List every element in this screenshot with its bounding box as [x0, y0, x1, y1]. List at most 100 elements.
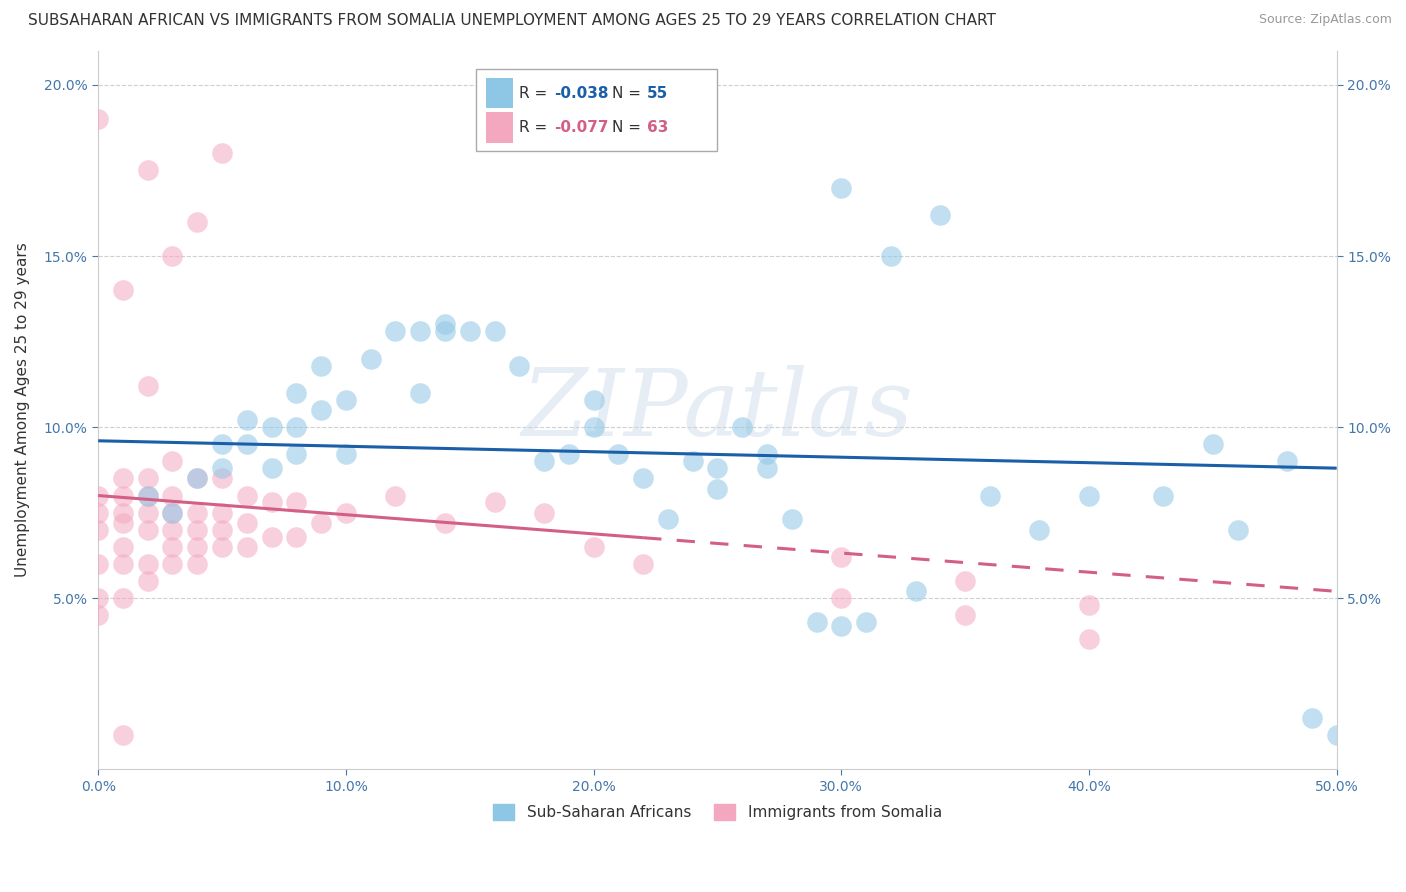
- Point: [929, 208, 952, 222]
- Point: [309, 403, 332, 417]
- Point: [111, 489, 134, 503]
- Point: [211, 523, 233, 537]
- Point: [136, 163, 159, 178]
- Point: [285, 420, 308, 434]
- Point: [1028, 523, 1050, 537]
- Point: [1202, 437, 1225, 451]
- Point: [87, 489, 110, 503]
- Point: [855, 615, 877, 629]
- Point: [136, 489, 159, 503]
- Point: [309, 516, 332, 530]
- Point: [136, 379, 159, 393]
- Point: [87, 523, 110, 537]
- Text: 55: 55: [647, 86, 668, 101]
- Point: [780, 512, 803, 526]
- Text: ZIPatlas: ZIPatlas: [522, 365, 914, 455]
- Point: [880, 249, 903, 263]
- Point: [186, 471, 208, 485]
- Point: [211, 461, 233, 475]
- Point: [631, 471, 654, 485]
- Point: [433, 324, 456, 338]
- Point: [731, 420, 754, 434]
- Point: [335, 448, 357, 462]
- Point: [533, 454, 555, 468]
- Point: [484, 495, 506, 509]
- Y-axis label: Unemployment Among Ages 25 to 29 years: Unemployment Among Ages 25 to 29 years: [15, 243, 30, 577]
- Point: [111, 728, 134, 742]
- Point: [236, 413, 259, 427]
- Point: [335, 392, 357, 407]
- Point: [1078, 632, 1101, 647]
- Point: [211, 506, 233, 520]
- Point: [904, 584, 927, 599]
- Point: [558, 448, 581, 462]
- Text: -0.077: -0.077: [554, 120, 609, 135]
- Point: [384, 489, 406, 503]
- Point: [162, 506, 184, 520]
- Point: [211, 146, 233, 161]
- Point: [409, 385, 432, 400]
- Point: [285, 385, 308, 400]
- Point: [186, 523, 208, 537]
- Point: [484, 324, 506, 338]
- Text: -0.038: -0.038: [554, 86, 609, 101]
- Legend: Sub-Saharan Africans, Immigrants from Somalia: Sub-Saharan Africans, Immigrants from So…: [486, 798, 948, 826]
- Point: [706, 482, 728, 496]
- Point: [136, 506, 159, 520]
- Point: [458, 324, 481, 338]
- Point: [136, 523, 159, 537]
- Point: [1078, 598, 1101, 612]
- Point: [87, 557, 110, 571]
- Point: [682, 454, 704, 468]
- Point: [186, 471, 208, 485]
- Text: R =: R =: [519, 120, 553, 135]
- Point: [260, 530, 283, 544]
- Point: [162, 454, 184, 468]
- Point: [1152, 489, 1174, 503]
- Point: [111, 283, 134, 297]
- Point: [657, 512, 679, 526]
- Point: [830, 591, 852, 606]
- Point: [111, 540, 134, 554]
- Point: [162, 523, 184, 537]
- Point: [211, 540, 233, 554]
- Point: [830, 180, 852, 194]
- Point: [260, 495, 283, 509]
- Point: [830, 550, 852, 565]
- Point: [87, 591, 110, 606]
- Point: [236, 437, 259, 451]
- Point: [111, 591, 134, 606]
- Point: [806, 615, 828, 629]
- Point: [211, 437, 233, 451]
- Point: [260, 420, 283, 434]
- Text: 63: 63: [647, 120, 668, 135]
- Point: [309, 359, 332, 373]
- Point: [136, 489, 159, 503]
- Point: [953, 608, 976, 623]
- Point: [360, 351, 382, 366]
- Point: [162, 540, 184, 554]
- Point: [582, 392, 605, 407]
- FancyBboxPatch shape: [477, 69, 717, 152]
- Point: [162, 249, 184, 263]
- Point: [211, 471, 233, 485]
- Point: [582, 420, 605, 434]
- Point: [285, 448, 308, 462]
- Point: [508, 359, 530, 373]
- Text: N =: N =: [612, 120, 645, 135]
- Point: [1301, 711, 1323, 725]
- Point: [136, 471, 159, 485]
- Point: [87, 112, 110, 127]
- Point: [433, 318, 456, 332]
- Point: [1226, 523, 1249, 537]
- Point: [111, 516, 134, 530]
- Point: [186, 506, 208, 520]
- Point: [136, 574, 159, 588]
- Point: [335, 506, 357, 520]
- Point: [87, 608, 110, 623]
- Point: [953, 574, 976, 588]
- Point: [631, 557, 654, 571]
- Point: [236, 540, 259, 554]
- Point: [409, 324, 432, 338]
- Point: [186, 215, 208, 229]
